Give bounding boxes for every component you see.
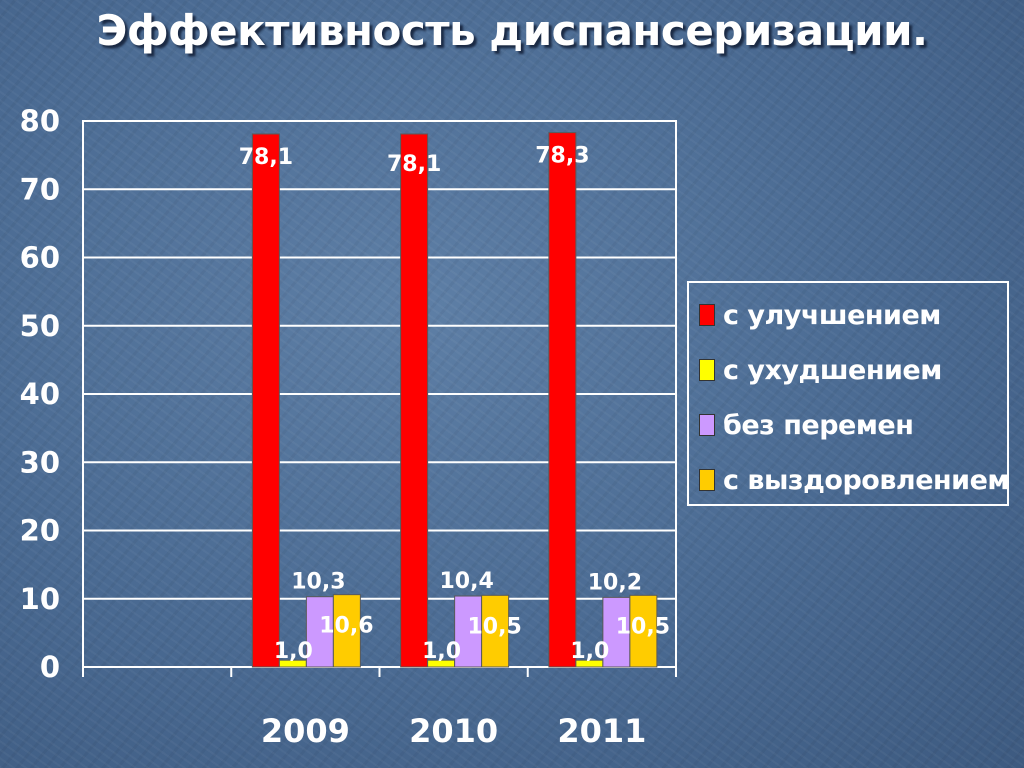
- legend-swatch: [699, 469, 715, 491]
- y-tick-label: 10: [20, 582, 60, 616]
- data-label: 10,6: [319, 614, 373, 639]
- data-label: 10,2: [588, 570, 642, 595]
- legend-swatch: [699, 359, 715, 381]
- legend-swatch: [699, 414, 715, 436]
- legend-label: с улучшением: [723, 299, 941, 331]
- bar: [400, 133, 429, 668]
- data-label: 1,0: [570, 639, 609, 664]
- legend-label: с ухудшением: [723, 354, 942, 386]
- data-label: 78,1: [387, 152, 441, 177]
- data-label: 1,0: [422, 639, 461, 664]
- x-category-label: 2010: [409, 712, 498, 750]
- legend-label: без перемен: [723, 409, 914, 441]
- y-tick-label: 60: [20, 241, 60, 275]
- y-tick-label: 70: [20, 172, 60, 206]
- bar: [602, 596, 631, 668]
- y-tick-label: 0: [40, 650, 60, 684]
- y-tick-label: 80: [20, 104, 60, 138]
- y-tick-label: 40: [20, 377, 60, 411]
- data-label: 78,3: [535, 144, 589, 169]
- bar: [305, 596, 334, 668]
- legend-label: с выздоровлением: [723, 464, 1009, 496]
- legend-item: с ухудшением: [699, 350, 942, 390]
- x-category-label: 2011: [557, 712, 646, 750]
- legend-item: с улучшением: [699, 295, 941, 335]
- data-label: 1,0: [274, 639, 313, 664]
- chart-title: Эффективность диспансеризации.: [96, 6, 929, 55]
- y-tick-label: 30: [20, 445, 60, 479]
- bar: [481, 594, 510, 668]
- data-label: 10,5: [467, 614, 521, 639]
- data-label: 10,4: [439, 569, 493, 594]
- legend-item: без перемен: [699, 405, 914, 445]
- legend-item: с выздоровлением: [699, 460, 1009, 500]
- bar: [251, 133, 280, 668]
- data-label: 10,5: [616, 614, 670, 639]
- data-label: 10,3: [291, 570, 345, 595]
- legend-swatch: [699, 304, 715, 326]
- bar: [332, 594, 361, 668]
- x-category-label: 2009: [261, 712, 350, 750]
- legend: с улучшением с ухудшением без перемен с выз…: [687, 281, 1009, 506]
- data-label: 78,1: [239, 145, 293, 170]
- y-tick-label: 20: [20, 514, 60, 548]
- bar: [629, 594, 658, 668]
- bar: [548, 132, 577, 668]
- y-tick-label: 50: [20, 309, 60, 343]
